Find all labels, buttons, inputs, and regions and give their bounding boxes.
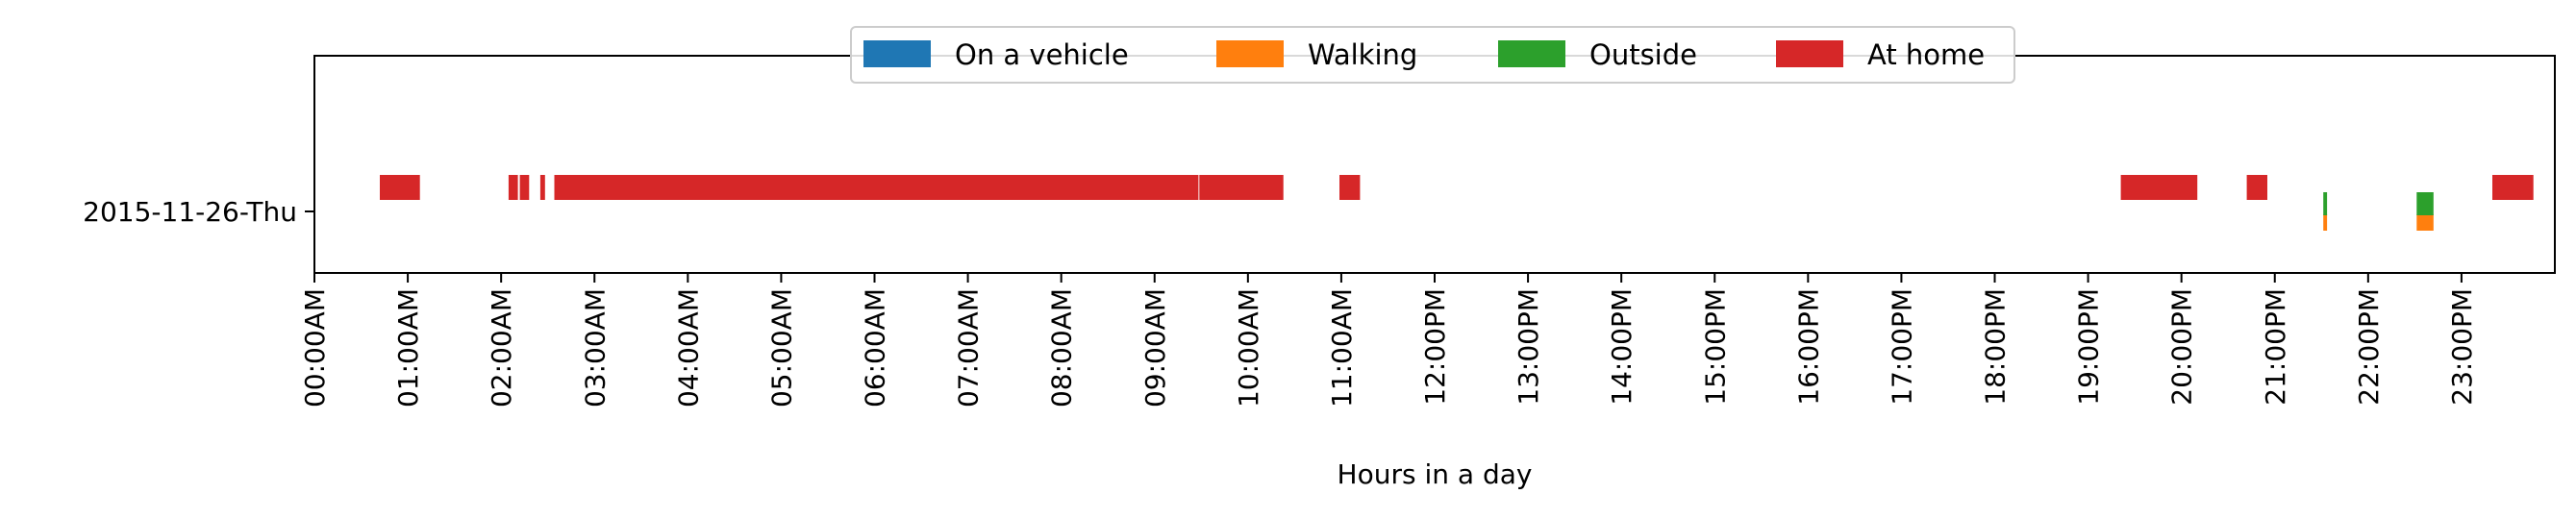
x-tick-label-22: 22:00PM xyxy=(2353,288,2385,406)
x-tick-label-0: 00:00AM xyxy=(299,288,331,408)
x-tick-label-14: 14:00PM xyxy=(1606,288,1638,406)
legend-label-0: On a vehicle xyxy=(955,38,1129,71)
x-tick-label-7: 07:00AM xyxy=(953,288,985,408)
bar-at-home-6 xyxy=(1339,175,1361,200)
x-tick-label-15: 15:00PM xyxy=(1699,288,1731,406)
x-tick-label-16: 16:00PM xyxy=(1792,288,1824,406)
x-tick-label-11: 11:00AM xyxy=(1326,288,1358,408)
x-tick-label-20: 20:00PM xyxy=(2166,288,2198,406)
bar-walking-1 xyxy=(2416,214,2434,231)
bar-at-home-5 xyxy=(1199,175,1284,200)
legend-swatch-1 xyxy=(1216,40,1284,67)
x-tick-label-9: 09:00AM xyxy=(1139,288,1171,408)
legend-label-3: At home xyxy=(1867,38,1985,71)
legend-swatch-0 xyxy=(863,40,931,67)
x-axis-label: Hours in a day xyxy=(1338,458,1533,490)
legend-label-2: Outside xyxy=(1589,38,1697,71)
bar-at-home-2 xyxy=(519,175,530,200)
bar-at-home-3 xyxy=(539,175,545,200)
x-tick-label-4: 04:00AM xyxy=(672,288,704,408)
x-tick-label-6: 06:00AM xyxy=(860,288,891,408)
x-tick-label-5: 05:00AM xyxy=(765,288,797,408)
x-tick-label-18: 18:00PM xyxy=(1980,288,2012,406)
bar-outside-0 xyxy=(2323,192,2328,215)
bar-walking-0 xyxy=(2323,214,2328,231)
legend: On a vehicle Walking Outside At home xyxy=(850,26,2015,84)
bar-at-home-7 xyxy=(2120,175,2198,200)
x-tick-label-13: 13:00PM xyxy=(1513,288,1544,406)
x-tick-label-8: 08:00AM xyxy=(1046,288,1078,408)
x-tick-label-2: 02:00AM xyxy=(486,288,517,408)
bar-at-home-9 xyxy=(2492,175,2534,200)
x-tick-label-19: 19:00PM xyxy=(2073,288,2105,406)
legend-swatch-3 xyxy=(1776,40,1843,67)
x-tick-label-12: 12:00PM xyxy=(1419,288,1451,406)
x-tick-label-21: 21:00PM xyxy=(2260,288,2291,406)
x-tick-label-10: 10:00AM xyxy=(1233,288,1264,408)
bar-at-home-0 xyxy=(380,175,420,200)
bar-at-home-4 xyxy=(554,175,1199,200)
x-tick-label-23: 23:00PM xyxy=(2446,288,2478,406)
plot-frame xyxy=(313,55,2556,274)
x-tick-label-3: 03:00AM xyxy=(579,288,611,408)
bar-at-home-1 xyxy=(508,175,518,200)
legend-label-1: Walking xyxy=(1308,38,1417,71)
bar-outside-1 xyxy=(2416,192,2434,215)
activity-bars xyxy=(380,175,2534,231)
x-axis-ticks: 00:00AM 01:00AM 02:00AM 03:00AM 04:00AM 05:00… xyxy=(299,273,2478,408)
legend-swatch-2 xyxy=(1498,40,1565,67)
x-tick-label-1: 01:00AM xyxy=(392,288,424,408)
y-axis-ticks: 2015-11-26-Thu xyxy=(83,196,314,228)
bar-at-home-8 xyxy=(2246,175,2267,200)
y-tick-label-0: 2015-11-26-Thu xyxy=(83,196,297,228)
x-tick-label-17: 17:00PM xyxy=(1886,288,1917,406)
legend-box xyxy=(850,26,2015,84)
